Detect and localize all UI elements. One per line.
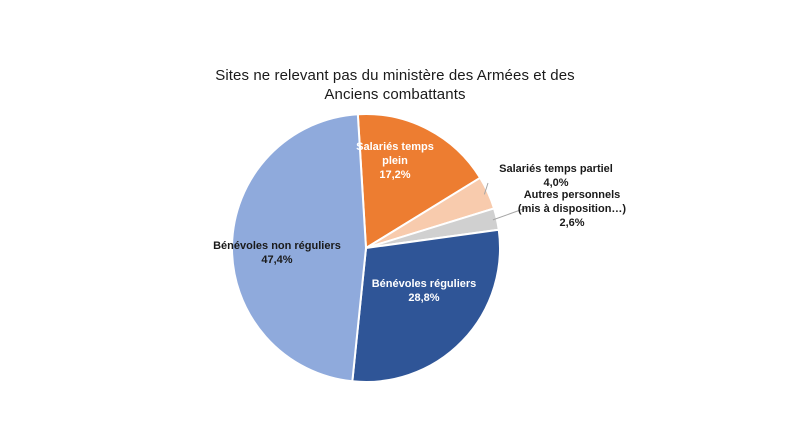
slice-value-label: 17,2% bbox=[379, 169, 410, 181]
slice-value-label: 4,0% bbox=[543, 177, 568, 189]
leader-line bbox=[492, 207, 527, 221]
slice-label: Bénévoles non réguliers 47,4% bbox=[213, 240, 341, 266]
leader-line bbox=[483, 182, 489, 195]
slice-name-label: Bénévoles non réguliers bbox=[213, 240, 341, 252]
chart-title-line-2: Anciens combattants bbox=[324, 86, 466, 103]
slice-name-label: Salariés temps bbox=[356, 141, 434, 153]
slice-value-label: 28,8% bbox=[408, 292, 439, 304]
slice-value-label: 47,4% bbox=[261, 254, 292, 266]
slice-label: Salariés temps plein 17,2% bbox=[356, 141, 434, 181]
slice-label: Autres personnels (mis à disposition…) 2,6… bbox=[518, 189, 627, 229]
slice-value-label: 2,6% bbox=[559, 217, 584, 229]
data-labels: Salariés temps plein 17,2% Salariés temps p… bbox=[213, 141, 626, 304]
slice-name-label: (mis à disposition…) bbox=[518, 203, 627, 215]
pie-slice bbox=[356, 113, 482, 249]
leader-lines bbox=[483, 182, 527, 221]
slice-name-label: Autres personnels bbox=[524, 189, 621, 201]
slice-label: Salariés temps partiel 4,0% bbox=[499, 163, 613, 189]
slice-label: Bénévoles réguliers 28,8% bbox=[372, 278, 477, 304]
pie-slice bbox=[351, 228, 501, 383]
slice-name-label: Salariés temps partiel bbox=[499, 163, 613, 175]
slice-name-label: Bénévoles réguliers bbox=[372, 278, 477, 290]
chart-title-line-1: Sites ne relevant pas du ministère des A… bbox=[215, 67, 575, 84]
pie-slice bbox=[231, 113, 367, 383]
slice-name-label: plein bbox=[382, 155, 408, 167]
pie-slices bbox=[231, 113, 501, 383]
chart-title: Sites ne relevant pas du ministère des A… bbox=[195, 66, 595, 104]
